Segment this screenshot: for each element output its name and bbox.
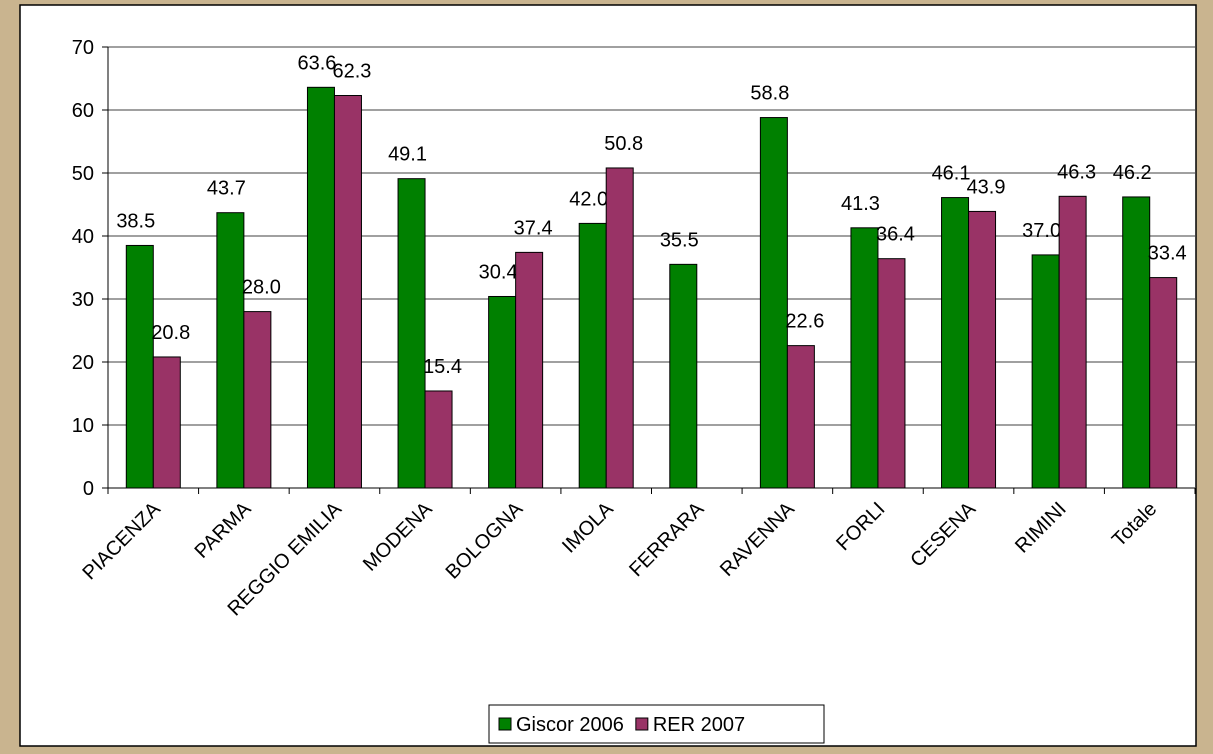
value-label: 15.4 xyxy=(423,356,462,378)
value-label: 43.7 xyxy=(207,178,246,200)
legend-label: Giscor 2006 xyxy=(516,714,624,736)
value-label: 49.1 xyxy=(388,144,427,166)
value-label: 62.3 xyxy=(332,61,371,83)
legend-label: RER 2007 xyxy=(653,714,745,736)
value-label: 20.8 xyxy=(151,322,190,344)
value-label: 37.4 xyxy=(514,217,553,239)
y-tick-label: 0 xyxy=(83,478,94,500)
legend-box xyxy=(488,704,825,744)
bar xyxy=(424,390,453,489)
value-label: 33.4 xyxy=(1148,243,1187,265)
bar xyxy=(850,227,879,489)
y-tick-label: 20 xyxy=(72,352,94,374)
legend-swatch xyxy=(635,717,649,731)
value-label: 42.0 xyxy=(569,188,608,210)
bar xyxy=(605,167,634,489)
bar xyxy=(333,95,362,489)
value-label: 30.4 xyxy=(479,261,518,283)
value-label: 38.5 xyxy=(116,210,155,232)
value-label: 41.3 xyxy=(841,193,880,215)
value-label: 36.4 xyxy=(876,224,915,246)
bar xyxy=(125,244,154,489)
value-label: 22.6 xyxy=(785,311,824,333)
bar xyxy=(1149,277,1178,489)
value-label: 37.0 xyxy=(1022,220,1061,242)
value-label: 28.0 xyxy=(242,277,281,299)
bar xyxy=(786,345,815,489)
bar xyxy=(515,251,544,489)
value-label: 63.6 xyxy=(297,52,336,74)
bar xyxy=(877,258,906,489)
bar xyxy=(1122,196,1151,489)
bar xyxy=(306,86,335,489)
value-label: 46.1 xyxy=(932,163,971,185)
bar xyxy=(1058,195,1087,489)
y-tick-label: 30 xyxy=(72,289,94,311)
bar xyxy=(941,197,970,489)
bar xyxy=(968,210,997,489)
y-tick-label: 50 xyxy=(72,163,94,185)
bar xyxy=(759,117,788,489)
legend-swatch xyxy=(498,717,512,731)
bar xyxy=(397,178,426,489)
bar xyxy=(1031,254,1060,489)
value-label: 43.9 xyxy=(967,176,1006,198)
bar xyxy=(152,356,181,489)
value-label: 46.3 xyxy=(1057,161,1096,183)
bar xyxy=(669,263,698,489)
value-label: 58.8 xyxy=(750,83,789,105)
bar xyxy=(243,311,272,489)
bar xyxy=(578,222,607,489)
y-tick-label: 70 xyxy=(72,37,94,59)
value-label: 35.5 xyxy=(660,229,699,251)
y-tick-label: 40 xyxy=(72,226,94,248)
value-label: 46.2 xyxy=(1113,162,1152,184)
bar xyxy=(488,295,517,489)
y-tick-label: 60 xyxy=(72,100,94,122)
value-label: 50.8 xyxy=(604,133,643,155)
y-tick-label: 10 xyxy=(72,415,94,437)
bar xyxy=(216,212,245,489)
